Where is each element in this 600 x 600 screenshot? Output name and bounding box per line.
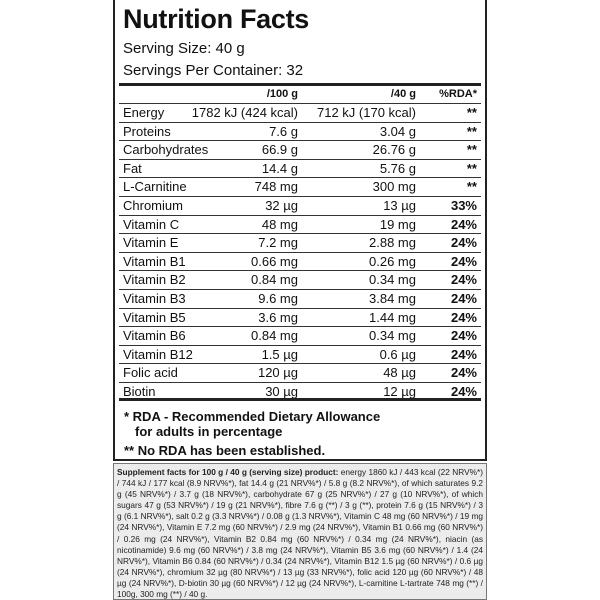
table-row: Energy 1782 kJ (424 kcal) 712 kJ (170 kcal… [119, 103, 481, 122]
nutrient-value: ** [466, 160, 477, 176]
nutrient-value: 1.5 µg [261, 346, 298, 362]
nutrient-value: 0.84 mg [251, 328, 298, 344]
nutrient-name: L-Carnitine [123, 179, 187, 195]
table-row: Vitamin B12 1.5 µg 0.6 µg 24% [119, 344, 481, 364]
table-row: Chromium 32 µg 13 µg 33% [119, 195, 481, 215]
nutrient-value: 0.26 mg [369, 253, 416, 269]
nutrient-value: 712 kJ (170 kcal) [317, 105, 416, 120]
nutrient-value: 24% [450, 383, 477, 399]
table-row: Proteins 7.6 g 3.04 g ** [119, 121, 481, 141]
nutrient-value: ** [466, 142, 477, 158]
nutrient-value: 0.6 µg [379, 346, 416, 362]
nutrient-value: 32 µg [265, 197, 298, 213]
nutrient-name: Carbohydrates [123, 142, 209, 158]
serving-size: Serving Size: 40 g [123, 40, 245, 57]
nutrient-value: 24% [450, 346, 477, 362]
nutrient-name: Biotin [123, 383, 156, 399]
nutrient-value: 0.66 mg [251, 253, 298, 269]
nutrient-name: Vitamin B12 [123, 346, 193, 362]
nutrient-value: 5.76 g [379, 160, 416, 176]
nutrient-name: Vitamin B5 [123, 309, 186, 325]
nutrient-value: 7.2 mg [258, 235, 298, 251]
header-cell: /40 g [390, 88, 416, 100]
table-row: Vitamin B5 3.6 mg 1.44 mg 24% [119, 307, 481, 327]
divider [119, 398, 481, 401]
nutrient-value: 0.34 mg [369, 328, 416, 344]
nutrient-value: 24% [450, 272, 477, 288]
supplement-facts: Supplement facts for 100 g / 40 g (servi… [113, 463, 487, 600]
nutrient-value: 9.6 mg [258, 290, 298, 306]
nutrient-name: Vitamin B1 [123, 253, 186, 269]
servings-per-container: Servings Per Container: 32 [123, 62, 304, 79]
table-header: /100 g /40 g %RDA* [119, 86, 481, 103]
nutrient-value: 24% [450, 309, 477, 325]
footnote: * RDA - Recommended Dietary Allowance [124, 409, 381, 424]
table-row: Vitamin C 48 mg 19 mg 24% [119, 214, 481, 234]
table-row: Vitamin B3 9.6 mg 3.84 mg 24% [119, 288, 481, 308]
table-row: Carbohydrates 66.9 g 26.76 g ** [119, 140, 481, 159]
nutrient-value: ** [466, 105, 477, 120]
nutrient-value: 748 mg [254, 179, 298, 195]
nutrient-value: 48 mg [261, 216, 298, 232]
nutrient-name: Vitamin C [123, 216, 180, 232]
nutrient-value: 3.6 mg [258, 309, 298, 325]
nutrient-value: 120 µg [257, 365, 298, 381]
nutrient-value: 24% [450, 290, 477, 306]
nutrient-value: 1782 kJ (424 kcal) [191, 105, 298, 120]
header-cell: %RDA* [439, 88, 477, 100]
header-cell: /100 g [266, 88, 298, 100]
nutrient-name: Chromium [123, 197, 183, 213]
nutrient-value: 24% [450, 365, 477, 381]
nutrient-value: 7.6 g [269, 123, 298, 139]
nutrient-value: 12 µg [383, 383, 416, 399]
nutrient-value: 24% [450, 235, 477, 251]
nutrient-value: 24% [450, 253, 477, 269]
nutrient-name: Fat [123, 160, 142, 176]
nutrient-name: Energy [123, 105, 165, 120]
nutrient-value: 1.44 mg [369, 309, 416, 325]
table-row: Vitamin B6 0.84 mg 0.34 mg 24% [119, 326, 481, 345]
nutrient-value: 66.9 g [261, 142, 298, 158]
nutrient-value: 2.88 mg [369, 235, 416, 251]
nutrient-value: ** [466, 123, 477, 139]
nutrient-value: 30 µg [265, 383, 298, 399]
nutrient-name: Vitamin B3 [123, 290, 186, 306]
nutrient-value: 14.4 g [261, 160, 298, 176]
nutrient-value: 300 mg [372, 179, 416, 195]
table-row: Vitamin E 7.2 mg 2.88 mg 24% [119, 233, 481, 252]
table-row: Vitamin B2 0.84 mg 0.34 mg 24% [119, 270, 481, 289]
nutrient-name: Vitamin B2 [123, 272, 186, 288]
supplement-lead: Supplement facts for 100 g / 40 g (servi… [117, 467, 339, 477]
footnote: for adults in percentage [135, 424, 283, 439]
footnote: ** No RDA has been established. [124, 443, 326, 458]
nutrient-name: Folic acid [123, 365, 178, 381]
nutrient-value: 48 µg [383, 365, 416, 381]
table-row: Vitamin B1 0.66 mg 0.26 mg 24% [119, 251, 481, 271]
nutrient-value: 0.34 mg [369, 272, 416, 288]
nutrient-value: 24% [450, 328, 477, 344]
table-row: Fat 14.4 g 5.76 g ** [119, 158, 481, 178]
nutrient-value: 19 mg [379, 216, 416, 232]
nutrient-value: 26.76 g [372, 142, 416, 158]
nutrient-value: ** [466, 179, 477, 195]
nutrient-value: 13 µg [383, 197, 416, 213]
nutrient-value: 3.84 mg [369, 290, 416, 306]
nutrient-value: 3.04 g [379, 123, 416, 139]
supplement-text: energy 1860 kJ / 443 kcal (22 NRV%*) / 7… [117, 467, 483, 600]
divider [119, 83, 481, 86]
nutrient-name: Proteins [123, 123, 171, 139]
nutrient-value: 0.84 mg [251, 272, 298, 288]
title: Nutrition Facts [123, 4, 310, 34]
nutrition-label: Nutrition Facts Serving Size: 40 g Servi… [113, 0, 487, 461]
nutrient-name: Vitamin B6 [123, 328, 186, 344]
table-row: Biotin 30 µg 12 µg 24% [119, 381, 481, 401]
nutrient-name: Vitamin E [123, 235, 179, 251]
nutrient-value: 33% [450, 197, 477, 213]
table-row: L-Carnitine 748 mg 300 mg ** [119, 177, 481, 196]
table-row: Folic acid 120 µg 48 µg 24% [119, 363, 481, 382]
nutrient-value: 24% [450, 216, 477, 232]
table-body: Energy 1782 kJ (424 kcal) 712 kJ (170 kcal… [119, 103, 481, 401]
